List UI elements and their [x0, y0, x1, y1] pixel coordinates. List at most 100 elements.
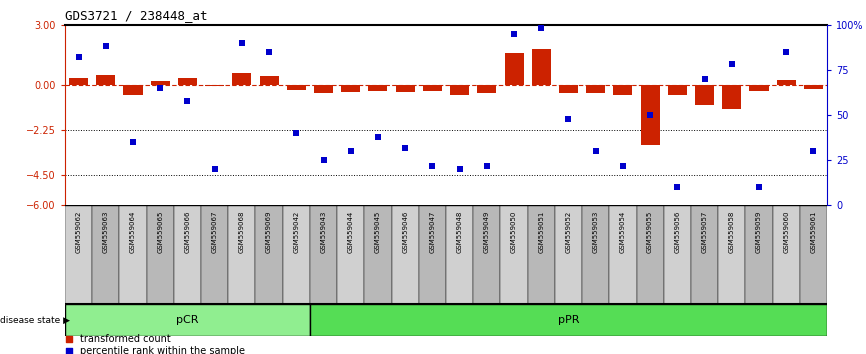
- Text: transformed count: transformed count: [80, 334, 171, 344]
- Bar: [555, 205, 582, 304]
- Bar: [341, 85, 360, 92]
- Bar: [337, 205, 365, 304]
- Point: [616, 163, 630, 169]
- Point: [317, 157, 331, 163]
- Text: GSM559049: GSM559049: [484, 210, 490, 253]
- Bar: [746, 205, 772, 304]
- Point: [398, 145, 412, 150]
- Bar: [205, 85, 224, 86]
- Bar: [65, 205, 92, 304]
- Text: GSM559046: GSM559046: [402, 210, 408, 253]
- Bar: [446, 205, 473, 304]
- Point: [126, 139, 140, 145]
- Text: GSM559050: GSM559050: [511, 210, 517, 253]
- Bar: [287, 85, 306, 90]
- Bar: [641, 85, 660, 145]
- Bar: [582, 205, 610, 304]
- Bar: [310, 304, 827, 336]
- Point: [262, 49, 276, 55]
- Text: GSM559048: GSM559048: [456, 210, 462, 253]
- Bar: [92, 205, 120, 304]
- Bar: [178, 78, 197, 85]
- Bar: [610, 205, 637, 304]
- Text: GSM559062: GSM559062: [75, 210, 81, 253]
- Point: [534, 25, 548, 31]
- Text: GSM559055: GSM559055: [647, 210, 653, 252]
- Text: GSM559053: GSM559053: [592, 210, 598, 253]
- Bar: [777, 80, 796, 85]
- Text: GSM559066: GSM559066: [184, 210, 191, 253]
- Bar: [718, 205, 746, 304]
- Bar: [423, 85, 442, 91]
- Text: GSM559063: GSM559063: [103, 210, 109, 253]
- Bar: [310, 205, 337, 304]
- Text: percentile rank within the sample: percentile rank within the sample: [80, 346, 245, 354]
- Bar: [229, 205, 255, 304]
- Text: GSM559043: GSM559043: [320, 210, 326, 253]
- Point: [425, 163, 439, 169]
- Point: [99, 44, 113, 49]
- Bar: [65, 304, 310, 336]
- Text: GSM559054: GSM559054: [620, 210, 626, 252]
- Text: GSM559056: GSM559056: [675, 210, 681, 253]
- Text: GSM559067: GSM559067: [211, 210, 217, 253]
- Text: GSM559068: GSM559068: [239, 210, 245, 253]
- Text: GSM559059: GSM559059: [756, 210, 762, 253]
- Bar: [368, 85, 387, 91]
- Text: GSM559047: GSM559047: [430, 210, 436, 253]
- Point: [180, 98, 194, 103]
- Point: [289, 130, 303, 136]
- Bar: [201, 205, 229, 304]
- Text: disease state ▶: disease state ▶: [0, 316, 70, 325]
- Text: GSM559064: GSM559064: [130, 210, 136, 253]
- Text: GSM559061: GSM559061: [811, 210, 817, 253]
- Bar: [505, 53, 524, 85]
- Text: GSM559069: GSM559069: [266, 210, 272, 253]
- Bar: [663, 205, 691, 304]
- Point: [561, 116, 575, 121]
- Bar: [314, 85, 333, 93]
- Bar: [282, 205, 310, 304]
- Bar: [695, 85, 714, 105]
- Point: [153, 85, 167, 91]
- Point: [480, 163, 494, 169]
- Point: [453, 166, 467, 172]
- Point: [589, 148, 603, 154]
- Text: pCR: pCR: [176, 315, 198, 325]
- Point: [670, 184, 684, 190]
- Text: GSM559052: GSM559052: [565, 210, 572, 252]
- Bar: [255, 205, 282, 304]
- Bar: [365, 205, 391, 304]
- Bar: [804, 85, 823, 89]
- Text: GDS3721 / 238448_at: GDS3721 / 238448_at: [65, 9, 208, 22]
- Bar: [691, 205, 718, 304]
- Bar: [477, 85, 496, 93]
- Point: [208, 166, 222, 172]
- Bar: [120, 205, 146, 304]
- Point: [643, 112, 657, 118]
- Text: GSM559051: GSM559051: [539, 210, 544, 253]
- Bar: [473, 205, 501, 304]
- Text: GSM559057: GSM559057: [701, 210, 708, 253]
- Bar: [174, 205, 201, 304]
- Text: GSM559045: GSM559045: [375, 210, 381, 252]
- Bar: [96, 75, 115, 85]
- Bar: [151, 81, 170, 85]
- Point: [507, 31, 521, 37]
- Bar: [69, 78, 88, 85]
- Bar: [668, 85, 687, 95]
- Point: [344, 148, 358, 154]
- Bar: [772, 205, 800, 304]
- Point: [62, 336, 76, 342]
- Bar: [800, 205, 827, 304]
- Bar: [124, 85, 143, 95]
- Point: [725, 62, 739, 67]
- Bar: [559, 85, 578, 93]
- Text: pPR: pPR: [558, 315, 579, 325]
- Bar: [419, 205, 446, 304]
- Point: [62, 348, 76, 354]
- Point: [72, 55, 86, 60]
- Bar: [391, 205, 419, 304]
- Bar: [749, 85, 768, 91]
- Bar: [637, 205, 663, 304]
